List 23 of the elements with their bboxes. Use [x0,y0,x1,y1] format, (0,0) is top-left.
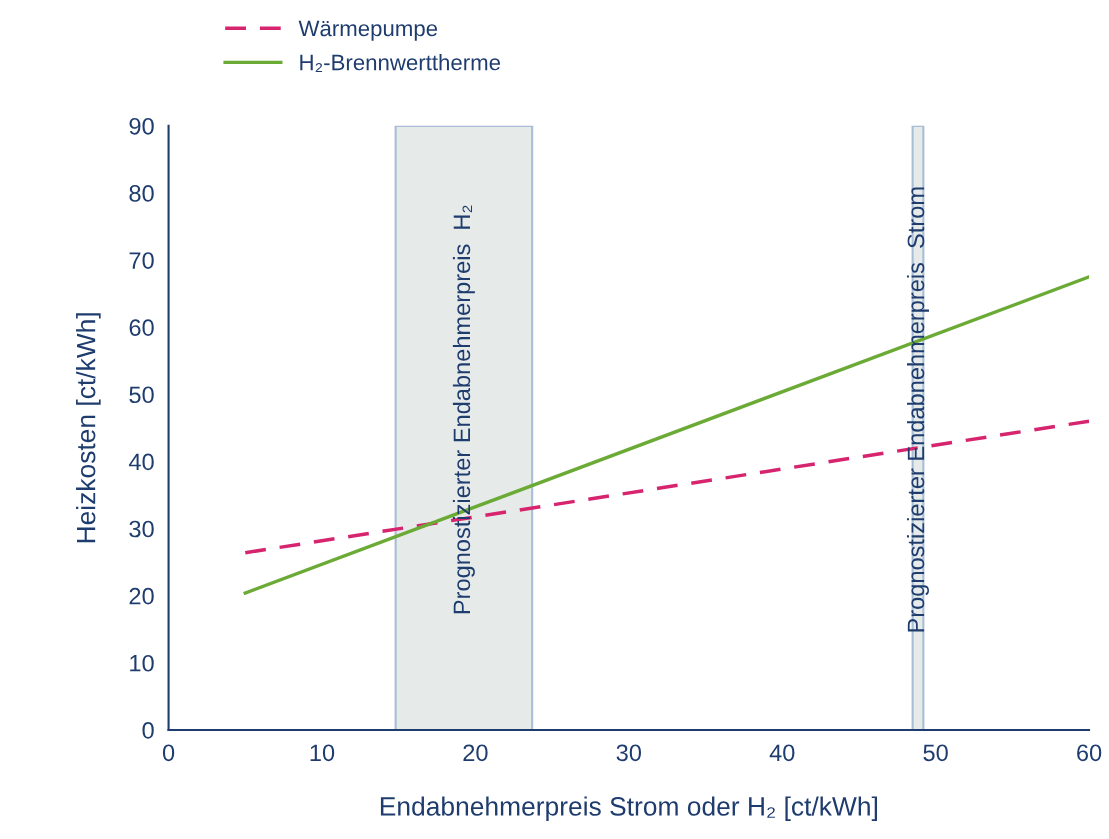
x-tick-label: 0 [162,744,175,762]
band-label: Prognostizierter Endabnehmerpreis Strom [906,187,929,632]
x-tick-label: 20 [463,744,488,762]
x-axis-title: Endabnehmerpreis Strom oder H₂ [ct/kWh] [380,796,877,821]
band-label: Prognostizierter Endabnehmerpreis H₂ [452,205,475,614]
y-tick-label: 0 [142,722,154,739]
x-tick-label: 50 [923,744,948,762]
y-tick-label: 40 [128,453,154,471]
y-tick-label: 70 [129,252,154,269]
legend-label: Wärmepumpe [298,20,438,41]
y-tick-label: 20 [129,587,154,605]
y-tick-label: 80 [129,185,154,202]
y-tick-label: 60 [129,319,154,336]
x-tick-label: 60 [1077,744,1102,762]
y-axis-title: Heizkosten [ct/kWh] [76,313,101,543]
y-tick-label: 50 [129,386,154,404]
x-tick-label: 10 [310,744,335,762]
y-tick-label: 10 [130,654,154,672]
x-tick-label: 40 [769,744,795,762]
x-tick-label: 30 [616,744,642,762]
legend-label: H₂-Brennwerttherme [300,54,501,73]
y-tick-label: 90 [129,117,154,135]
y-tick-label: 30 [129,520,154,538]
